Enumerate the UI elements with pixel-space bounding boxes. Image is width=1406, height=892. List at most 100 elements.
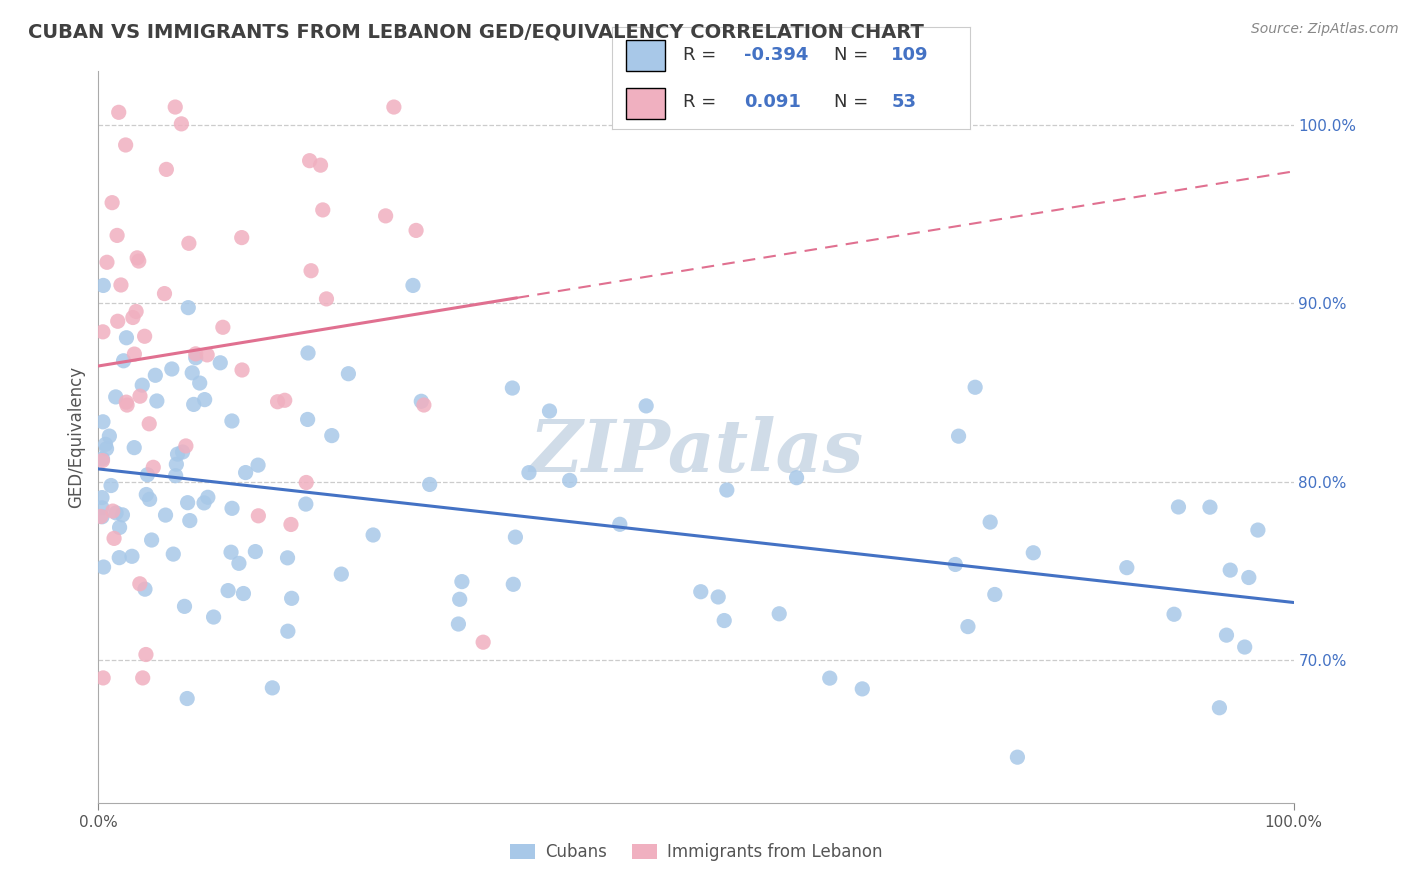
Point [297, 412, 319, 426]
Point [517, 466, 540, 480]
Point [228, 557, 250, 571]
Point [166, 447, 188, 461]
Point [374, 209, 396, 223]
Point [162, 547, 184, 561]
Point [122, 310, 145, 325]
Point [212, 320, 235, 334]
Point [160, 362, 183, 376]
Point [101, 504, 124, 518]
Point [262, 681, 284, 695]
Point [221, 414, 243, 428]
Text: CUBAN VS IMMIGRANTS FROM LEBANON GED/EQUIVALENCY CORRELATION CHART: CUBAN VS IMMIGRANTS FROM LEBANON GED/EQU… [28, 22, 924, 41]
Point [851, 681, 873, 696]
Point [153, 286, 176, 301]
Point [165, 100, 187, 114]
Text: R =: R = [683, 46, 717, 64]
Point [188, 376, 211, 390]
Point [419, 477, 441, 491]
Point [505, 530, 527, 544]
Point [135, 648, 157, 662]
FancyBboxPatch shape [626, 88, 665, 119]
Point [447, 617, 470, 632]
Point [232, 586, 254, 600]
Point [965, 380, 987, 394]
Text: 53: 53 [891, 93, 917, 111]
Point [184, 347, 207, 361]
Point [1247, 523, 1270, 537]
FancyBboxPatch shape [626, 40, 665, 70]
Point [141, 533, 163, 547]
Point [818, 671, 841, 685]
Point [1233, 640, 1256, 654]
Point [96, 255, 118, 269]
Point [315, 292, 337, 306]
Point [127, 251, 149, 265]
Point [382, 100, 405, 114]
Text: 0.091: 0.091 [744, 93, 801, 111]
Point [128, 254, 150, 268]
Point [193, 496, 215, 510]
Point [984, 587, 1007, 601]
Point [412, 398, 434, 412]
Point [177, 236, 200, 251]
Text: -0.394: -0.394 [744, 46, 808, 64]
Text: 109: 109 [891, 46, 929, 64]
Point [1115, 560, 1137, 574]
Point [956, 619, 979, 633]
Point [1022, 546, 1045, 560]
Point [101, 195, 124, 210]
Y-axis label: GED/Equivalency: GED/Equivalency [67, 366, 86, 508]
Point [209, 356, 232, 370]
Point [235, 466, 257, 480]
Point [170, 117, 193, 131]
Point [135, 487, 157, 501]
Point [142, 460, 165, 475]
Point [277, 550, 299, 565]
Point [138, 417, 160, 431]
Point [91, 491, 114, 505]
Point [245, 544, 267, 558]
Point [155, 508, 177, 522]
Point [979, 515, 1001, 529]
Point [129, 389, 152, 403]
Point [713, 614, 735, 628]
Point [502, 577, 524, 591]
Point [948, 429, 970, 443]
Point [91, 451, 114, 466]
Point [108, 550, 131, 565]
Point [124, 347, 146, 361]
Point [449, 592, 471, 607]
Point [165, 458, 187, 472]
Text: N =: N = [834, 93, 868, 111]
Point [295, 497, 318, 511]
Point [93, 560, 115, 574]
Point [177, 301, 200, 315]
Point [1007, 750, 1029, 764]
Point [112, 353, 135, 368]
Point [716, 483, 738, 497]
Point [299, 264, 322, 278]
Point [411, 394, 433, 409]
Point [217, 583, 239, 598]
Point [295, 475, 318, 490]
Point [181, 366, 204, 380]
Point [94, 437, 117, 451]
Point [105, 228, 128, 243]
Point [134, 582, 156, 597]
Point [91, 509, 114, 524]
Point [786, 471, 808, 485]
Point [91, 415, 114, 429]
Text: ZIPatlas: ZIPatlas [529, 417, 863, 487]
Point [1199, 500, 1222, 515]
Point [96, 442, 118, 456]
Point [231, 363, 253, 377]
Point [405, 223, 427, 237]
Point [173, 599, 195, 614]
Point [131, 671, 153, 685]
Point [194, 392, 217, 407]
Point [1163, 607, 1185, 622]
Point [146, 394, 169, 409]
Point [105, 506, 128, 520]
Point [107, 314, 129, 328]
Point [219, 545, 242, 559]
